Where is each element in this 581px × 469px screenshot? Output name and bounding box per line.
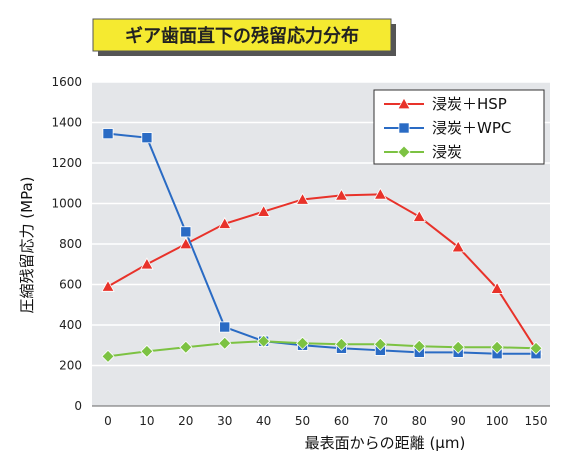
data-point — [219, 321, 231, 333]
legend-entry: 浸炭 — [384, 143, 462, 161]
data-point — [334, 188, 349, 201]
data-point — [180, 226, 192, 238]
x-tick-label: 50 — [295, 414, 310, 428]
data-point — [179, 237, 193, 250]
y-tick-label: 1400 — [51, 116, 82, 130]
y-tick-label: 800 — [59, 237, 82, 251]
data-point — [412, 209, 426, 222]
data-point — [256, 204, 271, 217]
legend-marker — [397, 145, 411, 159]
series-line — [107, 193, 537, 350]
title-box: ギア歯面直下の残留応力分布 — [92, 18, 396, 56]
data-point — [102, 128, 114, 140]
x-tick-label: 40 — [256, 414, 271, 428]
legend-entry: 浸炭＋HSP — [384, 95, 507, 113]
data-point — [141, 132, 153, 144]
y-tick-label: 1000 — [51, 197, 82, 211]
data-point — [295, 336, 310, 350]
y-axis-label: 圧縮残留応力 (MPa) — [18, 177, 36, 314]
data-point — [490, 281, 504, 294]
data-point — [529, 341, 543, 355]
series-line — [107, 132, 536, 355]
data-point — [373, 337, 387, 351]
y-tick-label: 1600 — [51, 75, 82, 89]
data-point — [451, 340, 465, 354]
y-tick-label: 1200 — [51, 156, 82, 170]
data-point — [373, 187, 388, 200]
data-point — [334, 337, 349, 351]
data-point — [140, 344, 154, 358]
x-tick-label: 90 — [451, 414, 466, 428]
data-point — [451, 240, 465, 253]
y-tick-label: 200 — [59, 359, 82, 373]
data-point — [101, 349, 115, 363]
x-tick-label: 60 — [334, 414, 349, 428]
data-point — [218, 336, 232, 350]
data-point — [140, 257, 154, 270]
data-point — [218, 216, 232, 229]
x-tick-label: 0 — [104, 414, 112, 428]
x-tick-label: 80 — [412, 414, 427, 428]
data-point — [101, 279, 115, 292]
legend-label: 浸炭＋HSP — [432, 95, 507, 113]
y-tick-label: 400 — [59, 318, 82, 332]
x-axis-ticks: 0 10 20 30 40 50 60 70 80 90 100 150 — [104, 414, 547, 428]
series-1 — [101, 187, 543, 355]
x-tick-label: 30 — [217, 414, 232, 428]
x-tick-label: 100 — [486, 414, 509, 428]
x-tick-label: 150 — [525, 414, 548, 428]
series-lines — [101, 128, 543, 363]
x-tick-label: 10 — [139, 414, 154, 428]
data-point — [412, 339, 426, 353]
legend-label: 浸炭＋WPC — [432, 119, 511, 137]
grid-lines — [92, 81, 550, 407]
legend-marker — [398, 122, 410, 134]
chart-title: ギア歯面直下の残留応力分布 — [125, 25, 359, 47]
data-point — [490, 340, 504, 354]
x-tick-label: 20 — [178, 414, 193, 428]
legend-marker — [397, 97, 411, 110]
y-axis-ticks: 0 200 400 600 800 1000 1200 1400 1600 — [51, 75, 82, 413]
legend-entry: 浸炭＋WPC — [384, 119, 511, 137]
legend: 浸炭＋HSP 浸炭＋WPC 浸炭 — [373, 89, 545, 165]
title-background — [92, 18, 392, 52]
series-3 — [101, 334, 543, 363]
legend-label: 浸炭 — [432, 143, 462, 161]
x-tick-label: 70 — [373, 414, 388, 428]
x-axis-label: 最表面からの距離 (μm) — [305, 434, 466, 452]
data-point — [257, 334, 271, 348]
data-point — [295, 192, 310, 205]
y-tick-label: 0 — [74, 399, 82, 413]
data-point — [179, 340, 193, 354]
y-tick-label: 600 — [59, 278, 82, 292]
